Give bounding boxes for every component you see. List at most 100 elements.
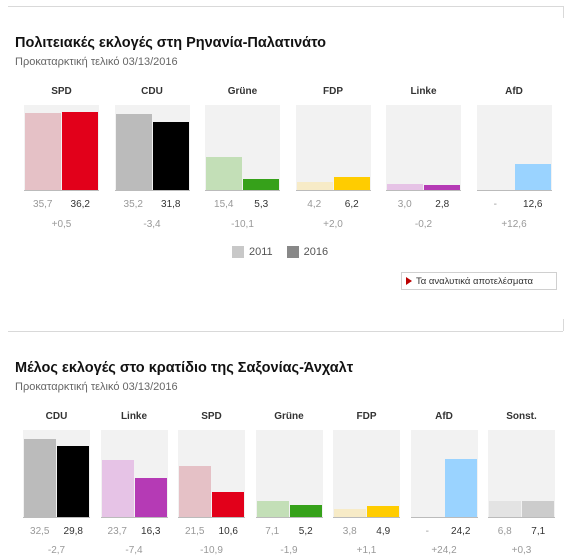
bar-2011-linke xyxy=(101,460,134,518)
bar-2011-cdu xyxy=(115,114,152,191)
value-2016-gr-ne: 5,2 xyxy=(298,526,313,537)
diff-gr-ne: -1,9 xyxy=(280,545,298,556)
bar-panel-gr-ne xyxy=(255,430,323,518)
value-2016-gr-ne: 5,3 xyxy=(254,199,269,210)
legend-swatch-2011 xyxy=(232,246,244,258)
bar-2016-afd xyxy=(514,164,551,191)
bar-panel-cdu xyxy=(114,105,190,191)
detailed-results-label: Τα αναλυτικά αποτελέσματα xyxy=(416,275,533,287)
value-2016-sonst: 7,1 xyxy=(531,526,546,537)
value-2011-linke: 3,0 xyxy=(397,199,412,210)
bar-panel-fdp xyxy=(295,105,371,191)
value-2011-afd: - xyxy=(493,199,497,210)
bar-2016-spd xyxy=(212,492,244,518)
party-label-afd: AfD xyxy=(505,86,523,97)
bar-2011-fdp xyxy=(334,509,366,518)
value-2011-fdp: 3,8 xyxy=(342,526,357,537)
diff-linke: -0,2 xyxy=(414,219,433,230)
baseline-cdu xyxy=(23,517,90,518)
bar-2016-gr-ne xyxy=(289,505,322,518)
chart1-legend: 2011 2016 xyxy=(232,246,342,258)
baseline-linke xyxy=(100,517,168,518)
bar-panel-afd xyxy=(476,105,552,191)
chart2-title: Μέλος εκλογές στο κρατίδιο της Σαξονίας-… xyxy=(15,360,354,376)
bar-2011-spd xyxy=(179,466,211,518)
legend-label-2011: 2011 xyxy=(249,246,273,258)
legend-swatch-2016 xyxy=(286,246,299,258)
bar-2011-spd xyxy=(25,113,61,191)
baseline-spd xyxy=(178,517,245,518)
baseline-gr-ne xyxy=(255,517,323,518)
baseline-afd xyxy=(410,517,478,518)
value-2016-spd: 10,6 xyxy=(218,526,238,537)
value-2016-afd: 24,2 xyxy=(451,526,471,537)
middle-divider xyxy=(8,331,563,332)
top-divider-end xyxy=(563,6,564,18)
value-2016-afd: 12,6 xyxy=(523,199,543,210)
baseline-afd xyxy=(476,190,552,191)
party-label-gr-ne: Grüne xyxy=(227,86,258,97)
legend-label-2016: 2016 xyxy=(303,246,329,258)
bar-2016-afd xyxy=(444,459,477,518)
chart2-subtitle: Προκαταρκτική τελικό 03/13/2016 xyxy=(15,381,178,393)
bar-2016-spd xyxy=(62,112,98,191)
party-label-linke: Linke xyxy=(120,411,148,422)
baseline-fdp xyxy=(295,190,371,191)
diff-sonst: +0,3 xyxy=(511,545,532,556)
value-2011-gr-ne: 7,1 xyxy=(265,526,280,537)
value-2016-spd: 36,2 xyxy=(70,199,90,210)
bar-2016-linke xyxy=(424,185,460,191)
diff-fdp: +1,1 xyxy=(356,545,377,556)
value-2011-afd: - xyxy=(425,526,429,537)
bar-panel-spd xyxy=(24,105,99,191)
baseline-linke xyxy=(386,190,461,191)
diff-afd: +24,2 xyxy=(431,545,457,556)
bar-panel-linke xyxy=(386,105,461,191)
value-2011-sonst: 6,8 xyxy=(497,526,512,537)
baseline-sonst xyxy=(488,517,555,518)
value-2016-linke: 16,3 xyxy=(141,526,161,537)
bar-panel-fdp xyxy=(333,430,400,518)
value-2011-linke: 23,7 xyxy=(107,526,127,537)
diff-afd: +12,6 xyxy=(501,219,527,230)
baseline-fdp xyxy=(333,517,400,518)
bar-2011-linke xyxy=(387,184,423,191)
party-label-linke: Linke xyxy=(410,86,437,97)
bar-panel-gr-ne xyxy=(205,105,280,191)
diff-linke: -7,4 xyxy=(125,545,143,556)
chart1-subtitle: Προκαταρκτική τελικό 03/13/2016 xyxy=(15,56,178,68)
baseline-cdu xyxy=(114,190,190,191)
value-2011-spd: 21,5 xyxy=(185,526,205,537)
value-2011-fdp: 4,2 xyxy=(307,199,322,210)
legend-item-2016: 2016 xyxy=(286,246,329,258)
middle-divider-end xyxy=(563,319,564,331)
value-2016-cdu: 29,8 xyxy=(63,526,83,537)
party-label-afd: AfD xyxy=(435,411,453,422)
bar-panel-linke xyxy=(100,430,168,518)
bar-2011-sonst xyxy=(489,501,521,518)
diff-spd: +0,5 xyxy=(51,219,72,230)
bar-panel-afd xyxy=(410,430,478,518)
diff-cdu: -2,7 xyxy=(47,545,66,556)
party-label-gr-ne: Grüne xyxy=(274,411,304,422)
value-2011-cdu: 35,2 xyxy=(123,199,143,210)
value-2016-fdp: 4,9 xyxy=(376,526,391,537)
party-label-spd: SPD xyxy=(201,411,222,422)
bar-2011-gr-ne xyxy=(256,501,289,518)
party-label-cdu: CDU xyxy=(141,86,163,97)
detailed-results-button[interactable]: Τα αναλυτικά αποτελέσματα xyxy=(401,272,557,290)
bar-2016-linke xyxy=(134,478,167,518)
diff-spd: -10,9 xyxy=(200,545,223,556)
diff-cdu: -3,4 xyxy=(143,219,161,230)
bar-2011-cdu xyxy=(24,439,56,518)
party-label-sonst: Sonst. xyxy=(506,411,537,422)
bar-2016-cdu xyxy=(152,122,189,191)
value-2011-spd: 35,7 xyxy=(33,199,53,210)
bar-2016-fdp xyxy=(367,506,399,518)
bar-2011-gr-ne xyxy=(206,157,242,191)
party-label-fdp: FDP xyxy=(323,86,343,97)
baseline-spd xyxy=(24,190,99,191)
value-2011-gr-ne: 15,4 xyxy=(214,199,234,210)
party-label-fdp: FDP xyxy=(356,411,377,422)
bar-2016-fdp xyxy=(333,177,370,191)
